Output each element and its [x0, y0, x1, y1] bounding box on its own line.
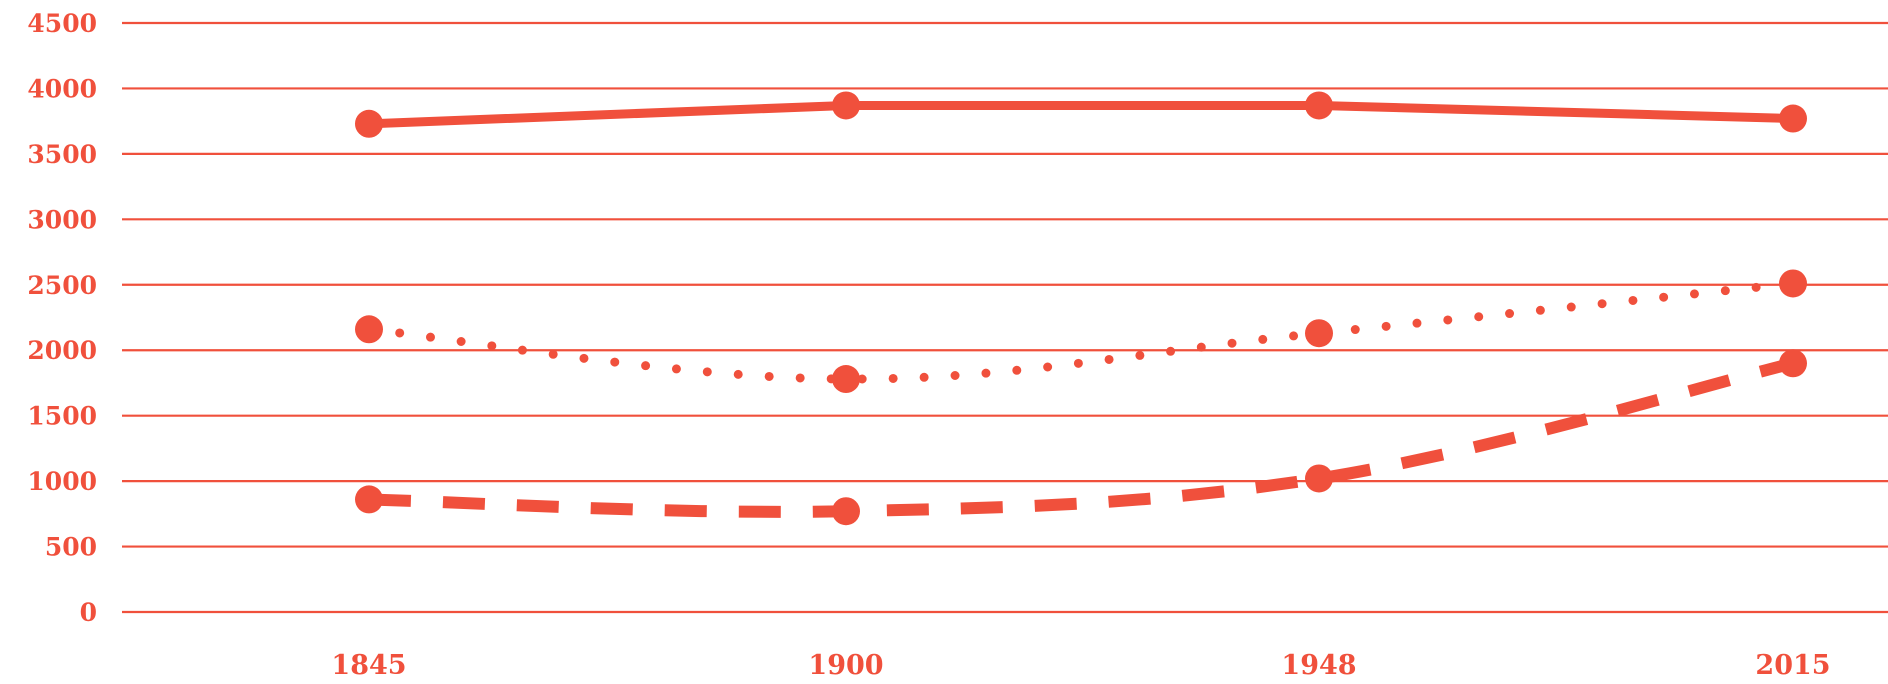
- y-tick-label: 3000: [27, 205, 97, 234]
- data-point-dashed: [832, 497, 860, 526]
- data-point-dotted: [355, 315, 383, 344]
- y-tick-label: 2500: [27, 271, 97, 300]
- series-line-dashed: [368, 357, 1795, 518]
- y-tick-label: 0: [80, 598, 97, 627]
- gridlines: [122, 21, 1888, 614]
- data-point-dotted: [1305, 319, 1333, 348]
- y-axis-tick-labels: 0 500 1000 1500 2000 2500 3000 3500 4000 4500: [27, 9, 97, 627]
- y-tick-label: 4500: [27, 9, 97, 38]
- data-point-solid: [1779, 104, 1807, 133]
- x-tick-label: 1948: [1281, 650, 1356, 680]
- y-tick-label: 500: [45, 533, 97, 562]
- x-tick-label: 2015: [1755, 650, 1830, 680]
- data-point-dashed: [1305, 464, 1333, 493]
- data-point-dashed: [355, 485, 383, 514]
- series-lines: [364, 100, 1798, 518]
- data-point-solid: [355, 109, 383, 138]
- series-line-solid: [364, 100, 1798, 129]
- data-point-dotted: [832, 365, 860, 394]
- x-axis-tick-labels: 1845 1900 1948 2015: [331, 650, 1830, 681]
- y-tick-label: 4000: [27, 74, 97, 103]
- y-tick-label: 1000: [27, 467, 97, 496]
- series-points: [355, 91, 1807, 526]
- data-point-dashed: [1779, 349, 1807, 378]
- series-line-dotted: [364, 278, 1798, 384]
- y-tick-label: 3500: [27, 140, 97, 169]
- y-tick-label: 1500: [27, 402, 97, 431]
- y-tick-label: 2000: [27, 336, 97, 365]
- data-point-solid: [832, 91, 860, 120]
- x-tick-label: 1900: [808, 650, 883, 680]
- data-point-solid: [1305, 91, 1333, 120]
- data-point-dotted: [1779, 269, 1807, 298]
- x-tick-label: 1845: [331, 650, 406, 680]
